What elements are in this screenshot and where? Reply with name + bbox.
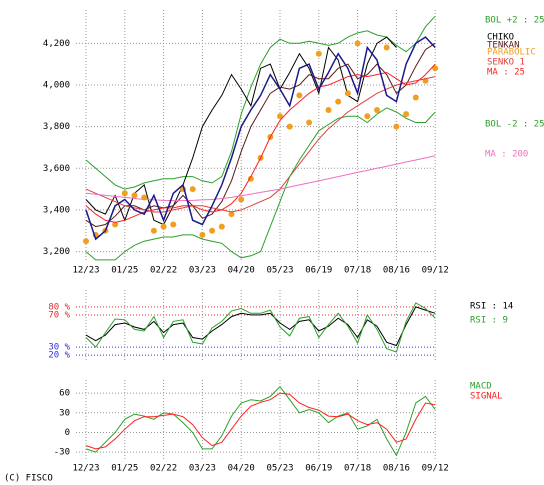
series-line [85, 76, 436, 213]
x-tick-label: 01/25 [111, 464, 138, 474]
y-tick-label: 80 % [48, 302, 70, 312]
x-tick-label: 04/20 [228, 266, 255, 276]
y-tick-label: 4,000 [43, 80, 70, 90]
series-line [85, 63, 436, 223]
y-tick-label: 60 [59, 389, 70, 399]
parabolic-dot [199, 231, 206, 238]
parabolic-dot [160, 223, 167, 230]
parabolic-dot [325, 106, 332, 113]
y-tick-label: 3,400 [43, 205, 70, 215]
y-tick-label: 0 [65, 428, 70, 438]
legend-label: CHIKO [487, 33, 514, 43]
parabolic-dot [364, 113, 371, 120]
parabolic-dot [150, 227, 157, 234]
y-tick-label: 30 % [48, 343, 70, 353]
parabolic-dot [238, 196, 245, 203]
x-tick-label: 06/19 [305, 266, 332, 276]
y-tick-label: 3,200 [43, 247, 70, 257]
x-tick-label: 05/23 [266, 266, 293, 276]
series-line [85, 392, 436, 450]
series-line [85, 36, 436, 241]
legend-label: MACD [470, 382, 492, 392]
y-tick-label: 4,200 [43, 39, 70, 49]
legend-label: BOL +2 : 25 [485, 16, 544, 26]
parabolic-dot [412, 94, 419, 101]
parabolic-dot [277, 113, 283, 120]
x-tick-label: 03/23 [189, 266, 216, 276]
legend-label: RSI : 9 [470, 316, 508, 326]
x-tick-label: 05/23 [266, 464, 293, 474]
series-line [85, 302, 436, 353]
x-tick-label: 09/12 [422, 266, 449, 276]
x-tick-label: 07/18 [344, 464, 371, 474]
parabolic-dot [432, 65, 439, 72]
series-line [85, 107, 436, 261]
parabolic-dot [335, 98, 342, 105]
parabolic-dot [403, 111, 410, 118]
copyright: (C) FISCO [4, 474, 53, 484]
y-tick-label: 3,600 [43, 164, 70, 174]
parabolic-dot [170, 221, 177, 228]
x-tick-label: 08/16 [383, 464, 410, 474]
legend-label: BOL -2 : 25 [485, 120, 544, 130]
parabolic-dot [247, 175, 254, 182]
parabolic-dot [112, 221, 119, 228]
parabolic-dot [189, 186, 196, 193]
x-tick-label: 09/12 [422, 464, 449, 474]
parabolic-dot [228, 211, 235, 218]
parabolic-dot [296, 92, 303, 99]
parabolic-dot [131, 192, 138, 199]
x-tick-label: 02/22 [150, 464, 177, 474]
y-tick-label: 20 % [48, 351, 70, 361]
legend-label: TENKAN [487, 41, 520, 51]
parabolic-dot [315, 50, 322, 57]
series-line [85, 15, 436, 190]
y-tick-label: -30 [54, 448, 70, 458]
parabolic-dot [393, 123, 400, 130]
series-line [85, 155, 436, 202]
x-tick-label: 12/23 [72, 464, 99, 474]
parabolic-dot [344, 90, 351, 97]
legend-label: MA : 25 [487, 68, 525, 78]
series-line [85, 36, 397, 226]
parabolic-dot [374, 106, 380, 113]
parabolic-dot [383, 44, 390, 51]
legend-label: RSI : 14 [470, 302, 513, 312]
x-tick-label: 08/16 [383, 266, 410, 276]
x-tick-label: 07/18 [344, 266, 371, 276]
parabolic-dot [286, 123, 293, 130]
parabolic-dot [209, 227, 216, 234]
parabolic-dot [306, 119, 313, 126]
x-tick-label: 02/22 [150, 266, 177, 276]
x-tick-label: 04/20 [228, 464, 255, 474]
series-line [85, 306, 436, 347]
legend-label: PARABOLIC [487, 48, 536, 58]
series-line [85, 385, 436, 457]
legend-label: SENKO 1 [487, 58, 525, 68]
x-tick-label: 01/25 [111, 266, 138, 276]
parabolic-dot [121, 190, 128, 197]
x-tick-label: 03/23 [189, 464, 216, 474]
parabolic-dot [354, 40, 361, 47]
legend-label: MA : 200 [485, 150, 528, 160]
y-tick-label: 70 % [48, 310, 70, 320]
y-tick-label: 3,800 [43, 122, 70, 132]
parabolic-dot [83, 238, 89, 245]
x-tick-label: 12/23 [72, 266, 99, 276]
y-tick-label: 30 [59, 408, 70, 418]
legend-label: SIGNAL [470, 392, 503, 402]
parabolic-dot [218, 223, 225, 230]
x-tick-label: 06/19 [305, 464, 332, 474]
